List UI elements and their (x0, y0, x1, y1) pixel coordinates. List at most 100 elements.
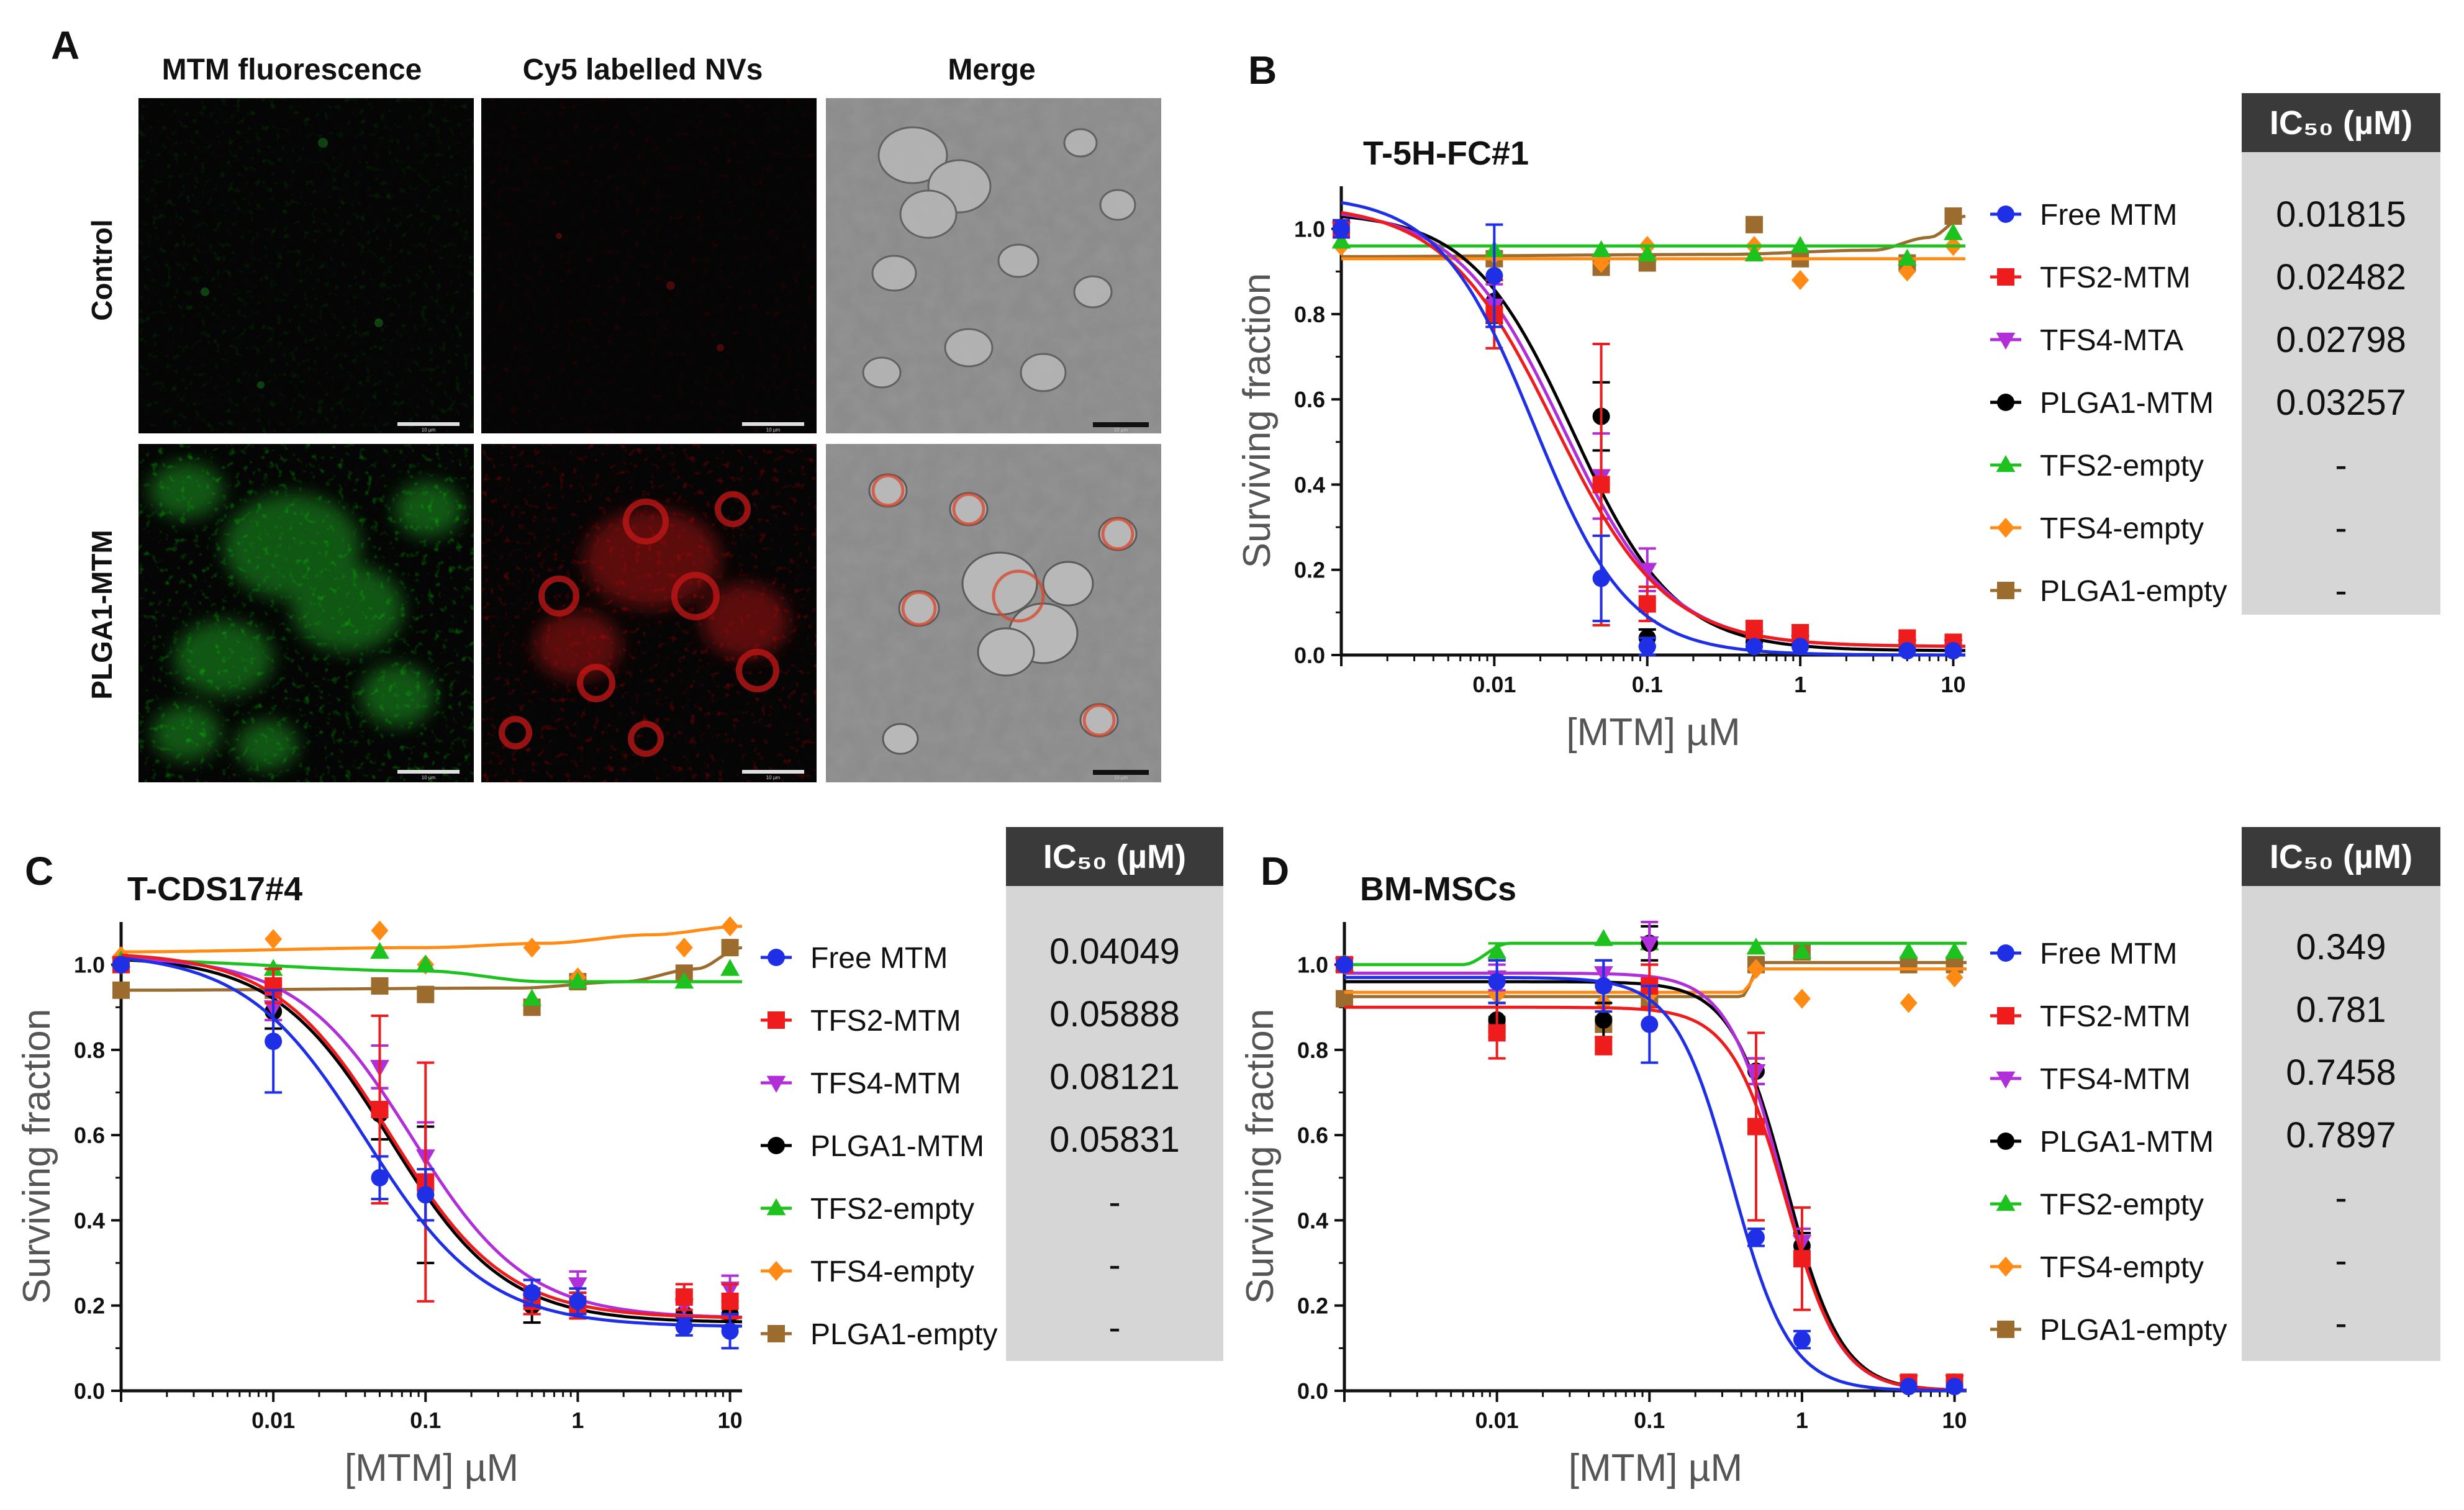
x-axis-label: [MTM] µM (1569, 1447, 1742, 1490)
y-tick-label: 0.6 (1297, 1123, 1328, 1148)
ic50-table-body (2242, 93, 2440, 615)
legend-marker (1997, 1256, 2014, 1277)
ic50-value-plga1-empty: - (2335, 1303, 2347, 1344)
fit-curve (1341, 201, 1965, 657)
legend-marker (766, 1075, 786, 1093)
data-point (1638, 638, 1656, 656)
legend-marker (1997, 206, 2014, 223)
ic50-value-tfs4-empty: - (1108, 1245, 1120, 1285)
ic50-table-header (2242, 93, 2440, 152)
data-point (112, 981, 130, 999)
ic50-value-free-mtm: 0.349 (2296, 927, 2386, 967)
data-point (1791, 269, 1810, 291)
legend-item-tfs2-mtm: TFS2-MTM (761, 1005, 961, 1038)
legend-item-plga1-mtm: PLGA1-MTM (1990, 1126, 2214, 1159)
series-free-mtm (1333, 201, 1965, 660)
ic50-header-label: IC₅₀ (µM) (2270, 838, 2412, 875)
data-point (1745, 620, 1763, 638)
legend-marker (768, 1260, 785, 1282)
scale-bar (397, 770, 460, 774)
scale-bar-label: 10 µm (1114, 427, 1128, 433)
data-point (1595, 1011, 1613, 1029)
legend-marker (766, 1198, 786, 1216)
ic50-value-plga1-mtm: 0.7897 (2286, 1115, 2396, 1155)
fit-curve (121, 925, 743, 954)
data-point (1488, 973, 1506, 991)
data-point (265, 1033, 283, 1051)
ic50-table: IC₅₀ (µM) 0.04049 0.05888 0.08121 0.05831 - - - (1006, 827, 1223, 1361)
series-plga1-mtm (1333, 215, 1965, 656)
legend-marker (768, 1011, 785, 1029)
data-point (523, 1284, 541, 1302)
legend-label: TFS2-empty (2040, 450, 2204, 482)
x-axis-label: [MTM] µM (345, 1447, 519, 1490)
legend-label: PLGA1-empty (810, 1318, 997, 1351)
micrograph-control-mtm: 10 µm (138, 98, 474, 433)
legend-item-tfs4-mtm: TFS4-MTM (1990, 1063, 2191, 1096)
legend-marker (1997, 1007, 2014, 1024)
ic50-value-plga1-mtm: 0.05831 (1049, 1119, 1180, 1160)
data-point (265, 929, 283, 949)
y-tick-label: 0.0 (1297, 1378, 1328, 1404)
data-point (1488, 1024, 1506, 1042)
x-tick-label: 0.1 (1632, 672, 1663, 697)
legend-item-tfs2-empty: TFS2-empty (1990, 1188, 2204, 1221)
fit-curve (1344, 971, 1967, 1392)
legend-marker (1996, 332, 2016, 350)
y-tick-label: 0.2 (74, 1293, 105, 1319)
legend-label: PLGA1-empty (2040, 1314, 2227, 1347)
legend-label: TFS4-empty (810, 1255, 974, 1288)
legend-label: PLGA1-MTM (2040, 387, 2214, 420)
data-point (1900, 1378, 1918, 1396)
data-point (569, 1292, 587, 1310)
ic50-table: IC₅₀ (µM) 0.349 0.781 0.7458 0.7897 - - - (2242, 827, 2440, 1361)
data-point (1641, 1015, 1659, 1033)
y-axis-label: Surviving fraction (1239, 1009, 1282, 1304)
fit-curve (120, 957, 743, 1324)
ic50-table-header (2242, 827, 2440, 886)
y-tick-label: 0.0 (74, 1378, 105, 1404)
column-header-cy5-labelled-nvs: Cy5 labelled NVs (523, 53, 763, 86)
series-free-mtm (112, 956, 743, 1350)
series-plga1-mtm (112, 956, 743, 1329)
ic50-value-tfs2-mtm: 0.05888 (1049, 994, 1180, 1034)
chart-panel-b: T-5H-FC#1 0.0 0.2 0.4 0.6 0.8 1.0 0.01 0.1 1 10 [MT… (1236, 93, 2440, 754)
legend-marker (1997, 1321, 2014, 1338)
y-tick-label: 1.0 (1294, 217, 1325, 242)
legend-item-tfs2-mtm: TFS2-MTM (1990, 1000, 2191, 1033)
legend-label: TFS4-empty (2040, 1251, 2204, 1284)
legend-marker (1997, 582, 2014, 599)
data-point (417, 985, 435, 1003)
panel-letter-d: D (1261, 849, 1289, 893)
data-point (1945, 967, 1964, 988)
x-tick-label: 10 (1942, 1408, 1967, 1433)
data-point (1745, 638, 1763, 656)
ic50-value-tfs4-mta: 0.02798 (2276, 320, 2406, 360)
series-tfs2-empty (111, 941, 742, 1006)
ic50-value-free-mtm: 0.04049 (1049, 931, 1180, 972)
ic50-table: IC₅₀ (µM) 0.01815 0.02482 0.02798 0.03257 - - - (2242, 93, 2440, 615)
scale-bar-label: 10 µm (766, 427, 781, 433)
data-point (675, 938, 693, 958)
y-tick-label: 0.4 (1294, 472, 1325, 497)
data-point (112, 956, 130, 974)
scale-bar (1093, 422, 1149, 427)
legend-label: TFS2-empty (810, 1193, 974, 1226)
row-header-plga1-mtm: PLGA1-MTM (86, 530, 118, 699)
y-tick-label: 0.8 (1297, 1038, 1328, 1063)
data-point (371, 1101, 389, 1118)
data-point (1898, 642, 1916, 660)
data-point (1333, 220, 1350, 238)
fit-curve (1344, 975, 1967, 1393)
data-point (1944, 207, 1962, 225)
data-point (1485, 267, 1503, 285)
ic50-value-tfs2-mtm: 0.02482 (2276, 257, 2406, 297)
ic50-value-tfs2-empty: - (2335, 1178, 2347, 1218)
y-tick-label: 0.2 (1297, 1293, 1328, 1319)
data-point (1593, 929, 1613, 946)
data-point (417, 1186, 435, 1204)
data-point (1637, 244, 1657, 262)
data-point (1899, 941, 1919, 959)
legend-marker (1996, 1193, 2016, 1211)
y-tick-label: 0.4 (1297, 1208, 1328, 1233)
